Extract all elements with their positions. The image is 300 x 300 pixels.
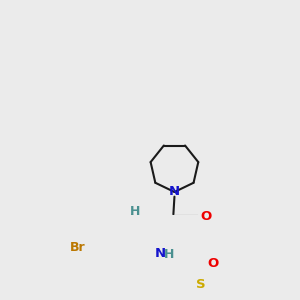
Text: N: N [169, 185, 180, 199]
Text: O: O [201, 210, 212, 223]
Text: N: N [154, 247, 166, 260]
Text: Br: Br [70, 241, 86, 254]
Text: H: H [130, 205, 140, 218]
Text: O: O [208, 257, 219, 270]
Text: S: S [196, 278, 206, 291]
Text: H: H [164, 248, 175, 261]
